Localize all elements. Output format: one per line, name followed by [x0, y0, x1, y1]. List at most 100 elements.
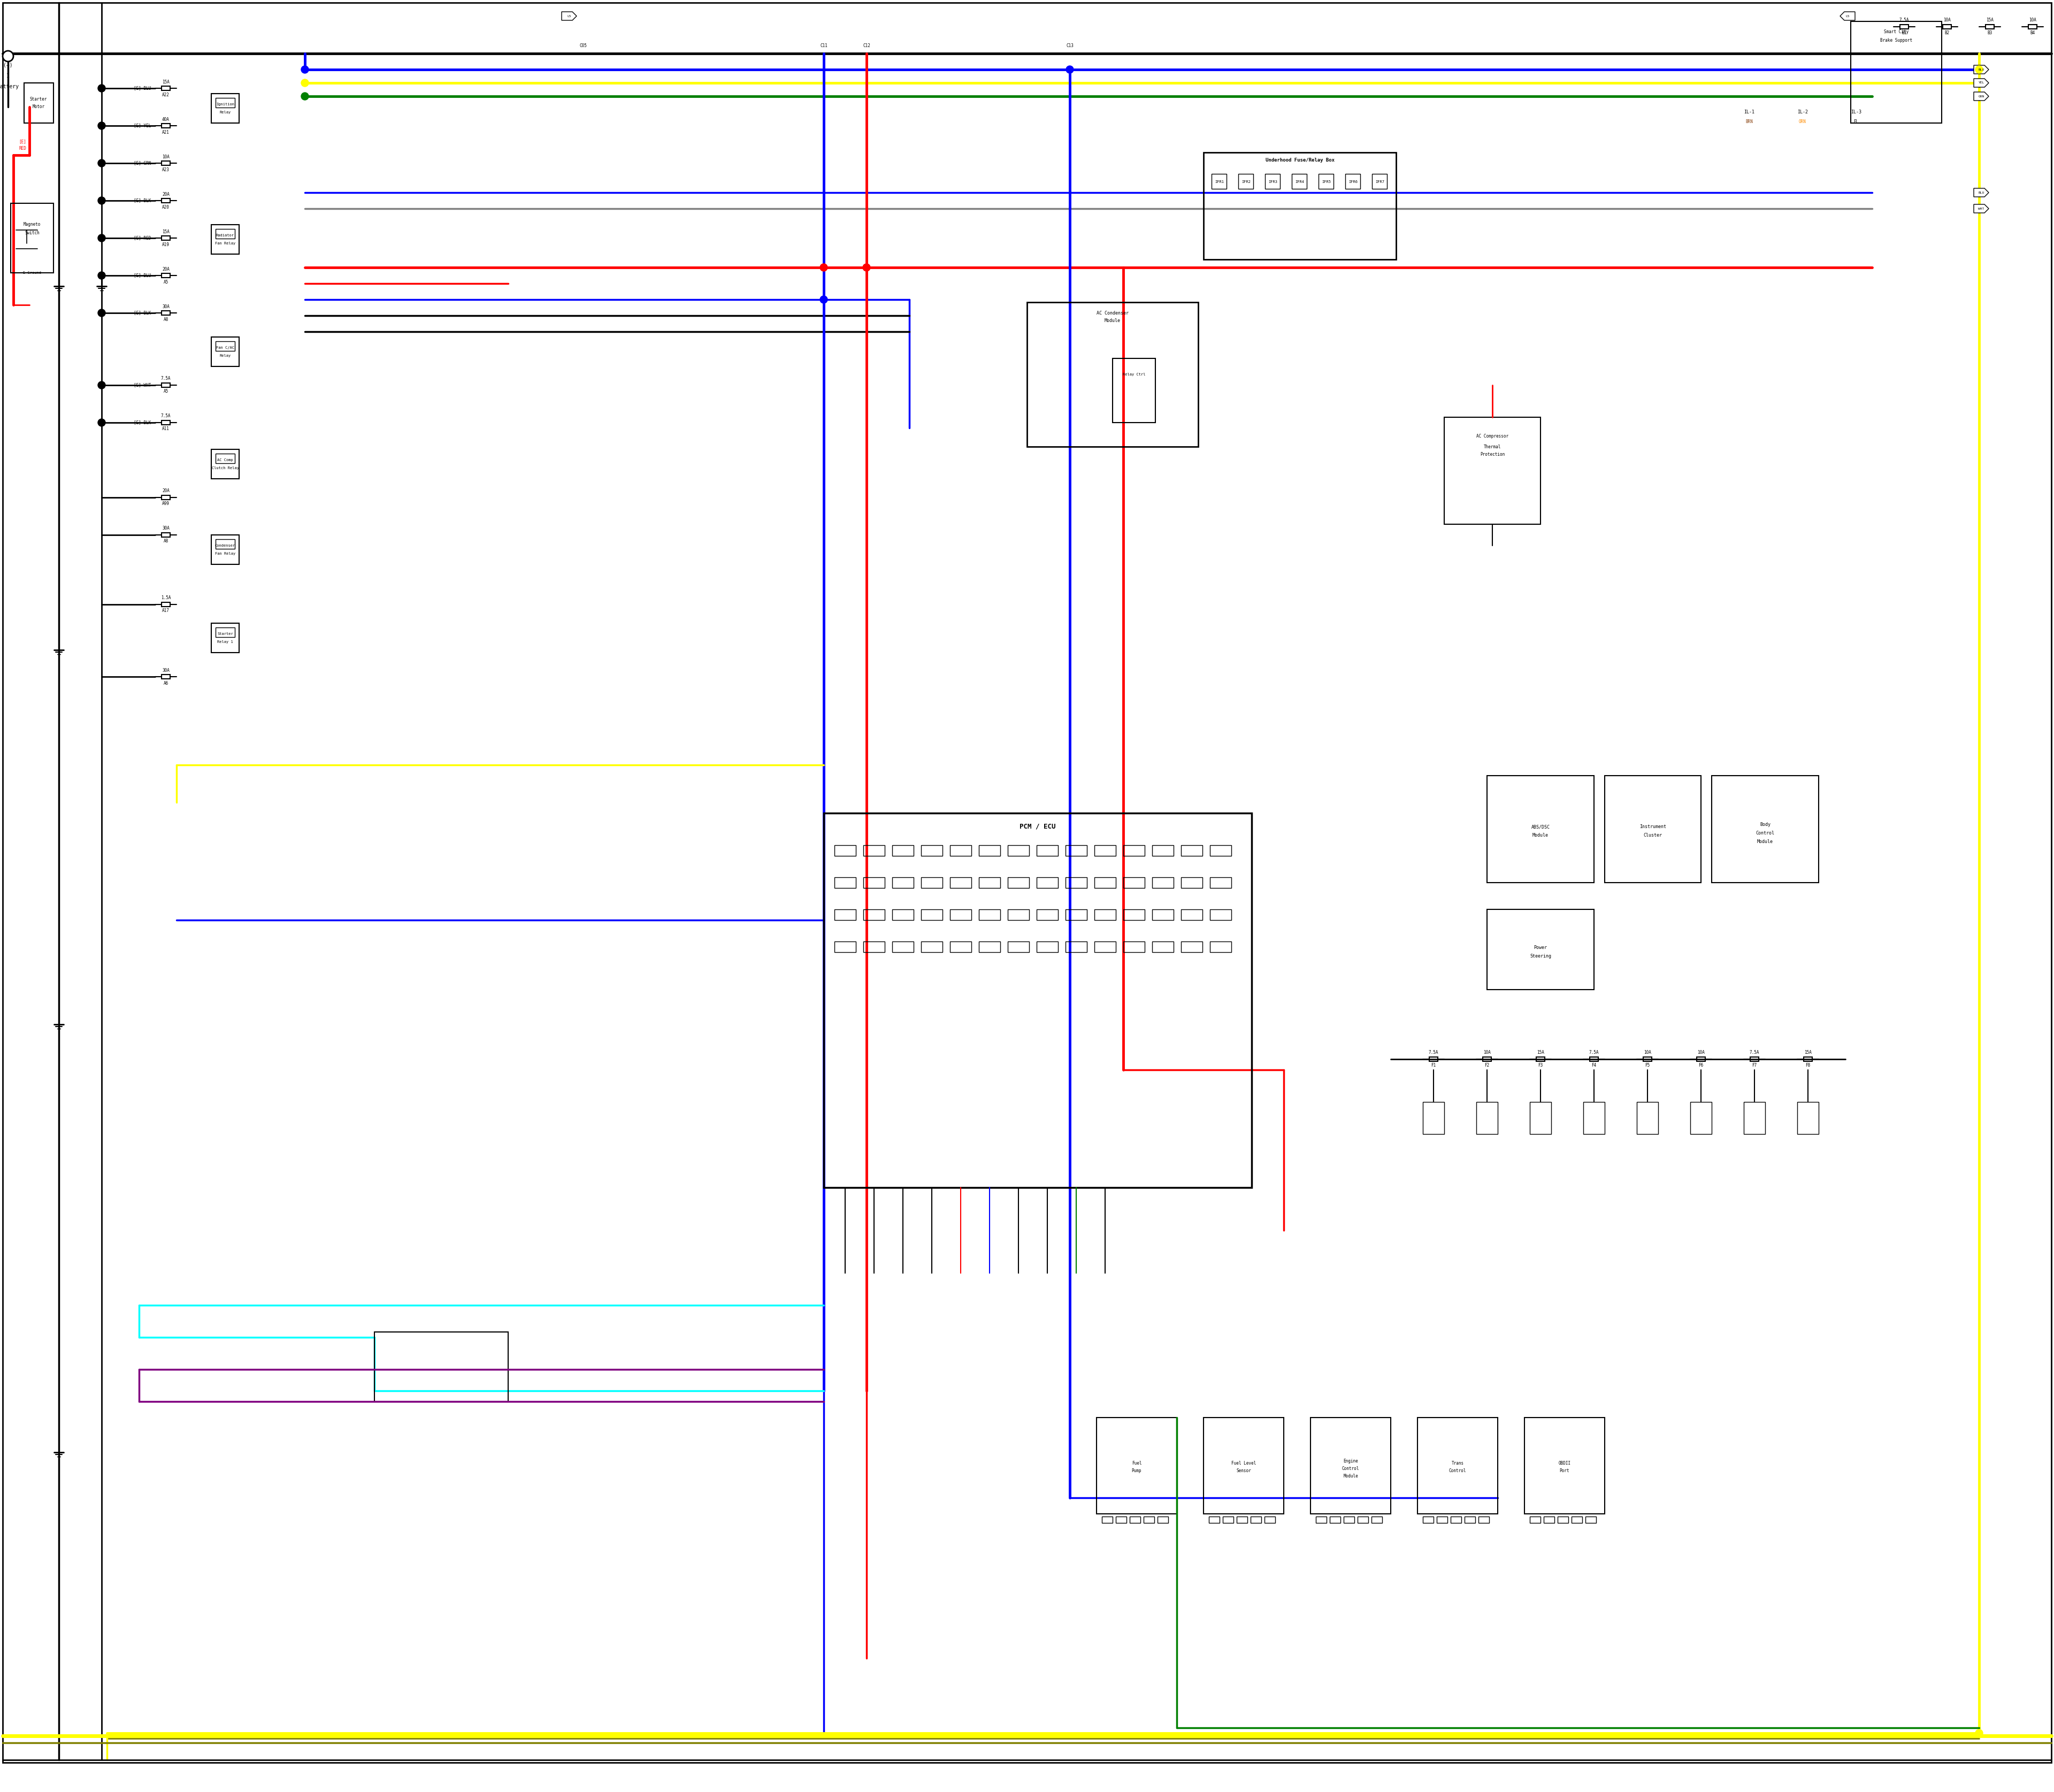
Bar: [949, 878, 972, 889]
Bar: [1900, 25, 1908, 29]
Text: IL-1: IL-1: [1744, 109, 1754, 115]
Bar: [1210, 1516, 1220, 1523]
Bar: [1265, 174, 1280, 188]
Text: IFR7: IFR7: [1376, 181, 1384, 183]
Bar: [1317, 1516, 1327, 1523]
Text: IFR1: IFR1: [1216, 181, 1224, 183]
Text: Control: Control: [1341, 1466, 1360, 1471]
Bar: [1009, 846, 1029, 857]
Bar: [1237, 1516, 1247, 1523]
Text: F2: F2: [1485, 1063, 1489, 1068]
Bar: [1797, 1102, 1818, 1134]
Text: WHT: WHT: [1978, 208, 1984, 210]
Bar: [834, 909, 857, 919]
Bar: [1586, 1516, 1596, 1523]
Bar: [216, 627, 234, 638]
Bar: [1181, 878, 1202, 889]
Bar: [1803, 1057, 1812, 1061]
Text: IFR6: IFR6: [1349, 181, 1358, 183]
Bar: [1095, 909, 1115, 919]
Text: IL-2: IL-2: [1797, 109, 1808, 115]
Bar: [1643, 1057, 1651, 1061]
Bar: [863, 878, 885, 889]
Bar: [1152, 846, 1173, 857]
Bar: [1423, 1102, 1444, 1134]
Text: Clutch Relay: Clutch Relay: [212, 466, 238, 470]
Text: IFR3: IFR3: [1269, 181, 1278, 183]
Text: 20A: 20A: [162, 489, 170, 493]
Text: OBDII: OBDII: [1559, 1460, 1571, 1466]
Bar: [1329, 1516, 1341, 1523]
Text: 15A: 15A: [1986, 18, 1994, 23]
Bar: [162, 124, 170, 127]
Text: 10A: 10A: [162, 154, 170, 159]
Circle shape: [99, 310, 105, 317]
Text: C13: C13: [1066, 43, 1074, 48]
Bar: [1372, 174, 1386, 188]
Bar: [834, 846, 857, 857]
Text: 20A: 20A: [162, 192, 170, 197]
Circle shape: [302, 79, 308, 86]
Bar: [1310, 1417, 1391, 1514]
Text: 1: 1: [6, 73, 10, 79]
Text: F7: F7: [1752, 1063, 1756, 1068]
Text: A23: A23: [162, 167, 170, 172]
Text: [E]: [E]: [18, 140, 27, 143]
Bar: [212, 224, 238, 254]
Bar: [1009, 909, 1029, 919]
Text: IL-3: IL-3: [1851, 109, 1861, 115]
Bar: [1027, 303, 1197, 446]
Text: Battery: Battery: [0, 84, 18, 90]
Bar: [1292, 174, 1306, 188]
Text: Module: Module: [1532, 833, 1549, 839]
Text: Fan Relay: Fan Relay: [216, 242, 236, 246]
Circle shape: [99, 419, 105, 426]
Bar: [162, 383, 170, 387]
Bar: [1210, 846, 1230, 857]
Bar: [1212, 174, 1226, 188]
Text: IFR2: IFR2: [1243, 181, 1251, 183]
Bar: [1536, 1057, 1545, 1061]
Text: [E] YEL: [E] YEL: [134, 124, 152, 127]
Circle shape: [99, 197, 105, 204]
Bar: [891, 941, 914, 952]
Text: 7.5A: 7.5A: [1750, 1050, 1760, 1055]
Text: ABS/DSC: ABS/DSC: [1530, 824, 1551, 830]
Circle shape: [99, 272, 105, 280]
Text: Relay Ctrl: Relay Ctrl: [1124, 373, 1146, 376]
Text: 1.5A: 1.5A: [160, 595, 170, 600]
Text: 7.5A: 7.5A: [1430, 1050, 1438, 1055]
Bar: [1009, 878, 1029, 889]
Bar: [1181, 846, 1202, 857]
Polygon shape: [1974, 65, 1988, 73]
Text: 15A: 15A: [1803, 1050, 1812, 1055]
Bar: [216, 453, 234, 464]
Text: A22: A22: [162, 91, 170, 97]
Bar: [1009, 941, 1029, 952]
Text: L5: L5: [567, 14, 571, 18]
Text: F1: F1: [1432, 1063, 1436, 1068]
Text: Underhood Fuse/Relay Box: Underhood Fuse/Relay Box: [1265, 158, 1335, 163]
Circle shape: [1976, 1729, 1982, 1736]
Text: ORN: ORN: [1799, 120, 1805, 124]
Text: 30A: 30A: [162, 527, 170, 530]
Bar: [1144, 1516, 1154, 1523]
Bar: [1477, 1102, 1497, 1134]
Bar: [1604, 776, 1701, 883]
Bar: [1066, 941, 1087, 952]
Bar: [1571, 1516, 1582, 1523]
Circle shape: [1066, 66, 1074, 73]
Text: B4: B4: [2029, 30, 2036, 36]
Text: Relay: Relay: [220, 111, 230, 115]
Text: AC Comp: AC Comp: [218, 459, 234, 462]
Bar: [920, 878, 943, 889]
Text: 7.5A: 7.5A: [1590, 1050, 1598, 1055]
Bar: [1590, 1057, 1598, 1061]
Bar: [949, 909, 972, 919]
Text: 10A: 10A: [1483, 1050, 1491, 1055]
Bar: [1436, 1516, 1448, 1523]
Text: 7.5A: 7.5A: [160, 414, 170, 419]
Circle shape: [302, 66, 308, 73]
Text: A6: A6: [164, 681, 168, 686]
Bar: [162, 237, 170, 240]
